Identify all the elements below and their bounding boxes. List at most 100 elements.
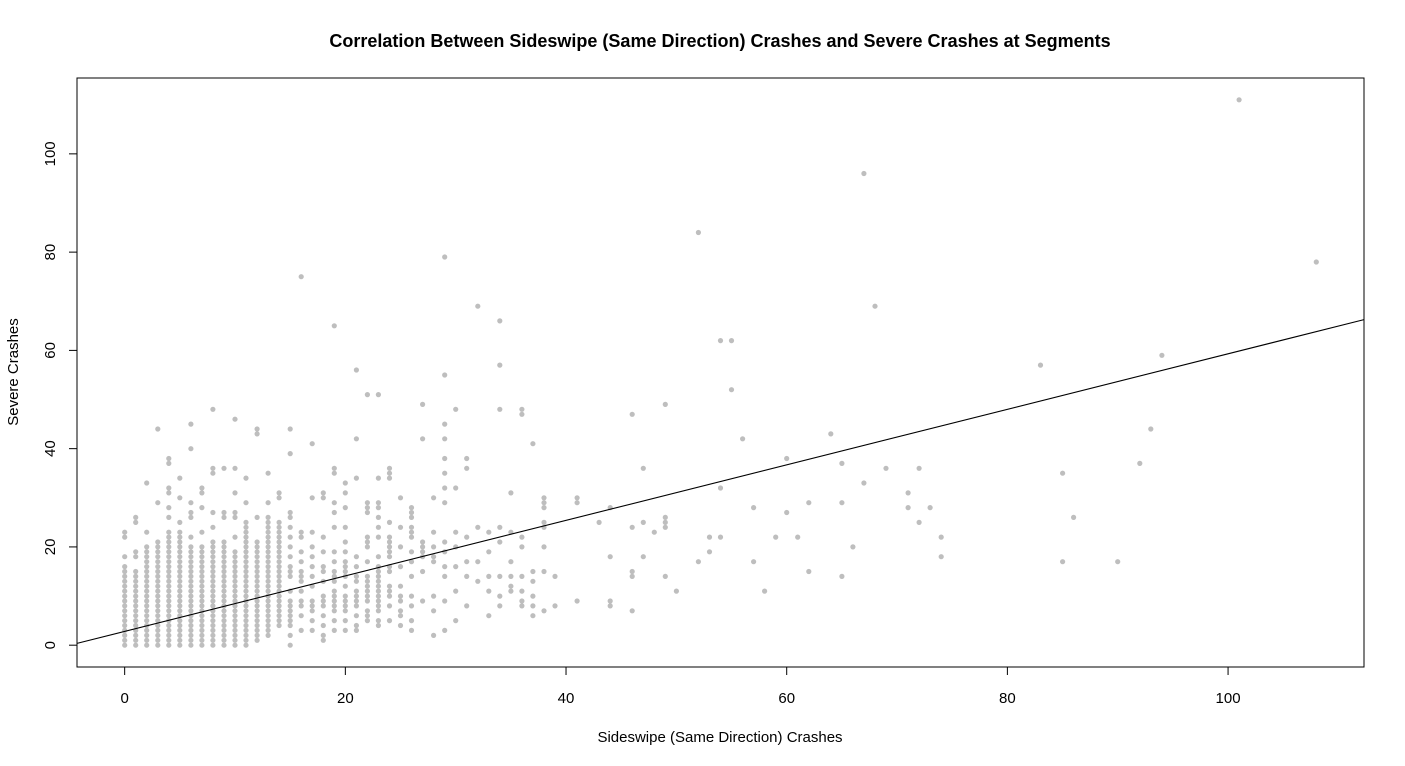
data-point (232, 583, 238, 589)
data-point (320, 598, 326, 604)
data-point (221, 549, 227, 555)
data-point (155, 539, 161, 545)
data-point (243, 475, 249, 481)
data-point (243, 524, 249, 530)
data-point (243, 529, 249, 535)
data-point (320, 534, 326, 540)
data-point (629, 608, 635, 614)
data-point (177, 534, 183, 540)
data-point (309, 544, 315, 550)
data-point (221, 559, 227, 565)
data-point (254, 549, 260, 555)
data-point (199, 578, 205, 584)
data-point (397, 495, 404, 501)
data-point (177, 627, 183, 634)
data-point (397, 583, 404, 589)
data-point (728, 387, 735, 393)
data-point (122, 608, 128, 614)
data-point (276, 495, 282, 501)
data-point (1236, 97, 1242, 103)
data-point (144, 637, 150, 643)
data-point (320, 637, 326, 643)
data-point (133, 588, 139, 594)
data-point (166, 490, 172, 496)
data-point (497, 573, 503, 580)
data-point (1071, 514, 1077, 521)
x-tick-label: 100 (1216, 690, 1241, 707)
data-point (144, 583, 150, 589)
data-point (375, 593, 381, 599)
data-point (353, 627, 359, 634)
data-point (177, 573, 183, 580)
data-point (629, 568, 635, 575)
data-point (144, 603, 150, 609)
data-point (133, 613, 139, 619)
data-point (232, 613, 238, 619)
data-point (122, 637, 128, 643)
data-point (486, 573, 492, 580)
data-point (221, 632, 227, 639)
data-point (431, 632, 437, 639)
data-point (342, 627, 348, 634)
x-tick-label: 20 (337, 690, 354, 707)
data-point (243, 593, 249, 599)
data-point (232, 603, 238, 609)
data-point (508, 583, 514, 589)
data-point (298, 274, 304, 280)
data-point (243, 642, 249, 648)
data-point (199, 564, 205, 570)
data-point (243, 622, 249, 629)
data-point (210, 539, 216, 545)
data-point (276, 519, 282, 526)
data-point (431, 593, 437, 599)
data-point (177, 593, 183, 599)
data-point (298, 529, 304, 535)
data-point (298, 534, 304, 540)
y-tick-label: 100 (42, 141, 59, 166)
data-point (166, 549, 172, 555)
data-point (199, 588, 205, 594)
data-point (541, 608, 547, 614)
data-point (254, 583, 260, 589)
data-point (243, 554, 249, 560)
data-point (276, 573, 282, 580)
data-point (133, 578, 139, 584)
data-point (353, 613, 359, 619)
data-point (232, 465, 238, 471)
data-point (364, 544, 370, 550)
data-point (155, 573, 161, 580)
data-point (221, 622, 227, 629)
data-point (243, 618, 249, 624)
data-point (331, 618, 337, 624)
data-point (199, 593, 205, 599)
data-point (706, 534, 713, 540)
data-point (133, 618, 139, 624)
data-point (442, 455, 448, 462)
data-point (177, 539, 183, 545)
data-point (364, 573, 370, 580)
data-point (199, 559, 205, 565)
data-point (331, 608, 337, 614)
data-point (728, 338, 735, 344)
data-point (442, 564, 448, 570)
data-point (276, 603, 282, 609)
data-point (331, 524, 337, 530)
data-point (166, 559, 172, 565)
data-point (155, 627, 161, 634)
data-point (243, 583, 249, 589)
data-point (629, 411, 635, 417)
data-point (199, 490, 205, 496)
data-point (342, 480, 348, 486)
data-point (254, 588, 260, 594)
data-point (166, 622, 172, 629)
data-point (541, 500, 547, 506)
data-point (144, 642, 150, 648)
data-point (298, 588, 304, 594)
x-tick-label: 80 (999, 690, 1016, 707)
data-point (717, 338, 724, 344)
data-point (530, 593, 536, 599)
data-point (397, 524, 404, 530)
data-point (243, 544, 249, 550)
data-point (232, 509, 238, 516)
data-point (265, 618, 271, 624)
